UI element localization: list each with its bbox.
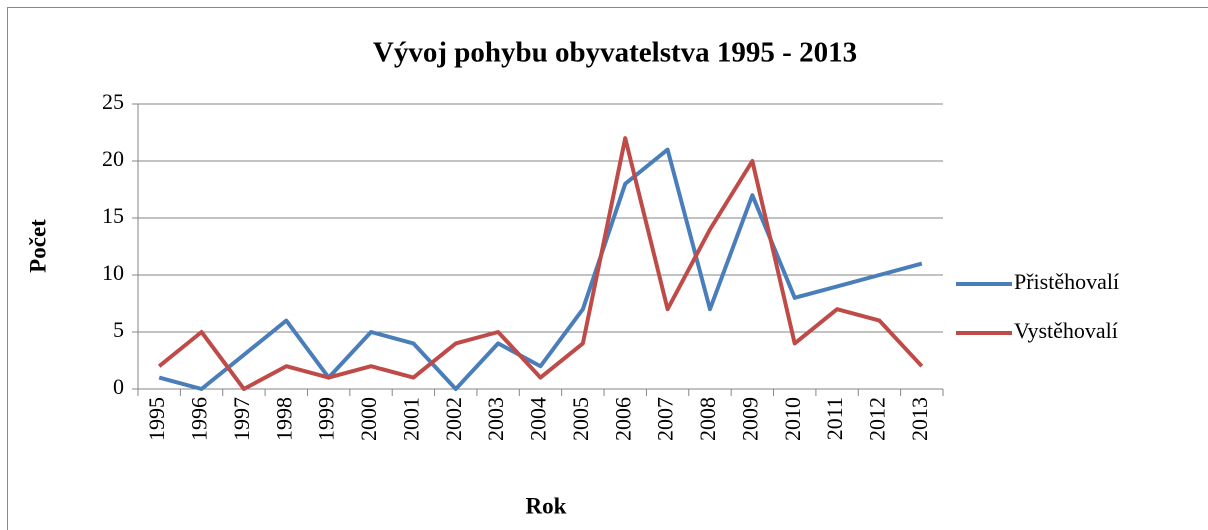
chart-frame: [7, 7, 1208, 530]
x-tick-label: 2007: [653, 397, 678, 441]
x-tick-label: 2013: [907, 397, 932, 441]
x-tick-label: 2002: [441, 397, 466, 441]
x-tick-label: 2009: [737, 397, 762, 441]
y-tick-label: 15: [102, 203, 124, 228]
y-tick-label: 10: [102, 260, 124, 285]
y-tick-label: 25: [102, 89, 124, 114]
x-tick-label: 2011: [822, 397, 847, 440]
y-tick-label: 20: [102, 146, 124, 171]
series-line: [157, 136, 924, 391]
x-tick-label: 1997: [229, 397, 254, 441]
y-axis-label: Počet: [25, 219, 50, 273]
legend-label: Vystěhovalí: [1014, 318, 1118, 343]
x-tick-label: 2000: [356, 397, 381, 441]
x-tick-label: 1998: [271, 397, 296, 441]
x-tick-label: 2006: [610, 397, 635, 441]
x-tick-label: 2008: [695, 397, 720, 441]
x-tick-label: 1995: [144, 397, 169, 441]
x-axis-label: Rok: [526, 493, 567, 518]
legend-label: Přistěhovalí: [1014, 269, 1119, 294]
x-tick-label: 2012: [864, 397, 889, 441]
chart-title: Vývoj pohybu obyvatelstva 1995 - 2013: [373, 37, 857, 69]
y-tick-label: 0: [113, 374, 124, 399]
y-tick-label: 5: [113, 317, 124, 342]
x-tick-label: 2004: [526, 397, 551, 441]
x-tick-label: 1996: [187, 397, 212, 441]
x-tick-label: 1999: [314, 397, 339, 441]
x-tick-label: 2003: [483, 397, 508, 441]
series-line: [158, 147, 923, 391]
x-tick-label: 2010: [780, 397, 805, 441]
x-tick-label: 2001: [398, 397, 423, 441]
x-tick-label: 2005: [568, 397, 593, 441]
